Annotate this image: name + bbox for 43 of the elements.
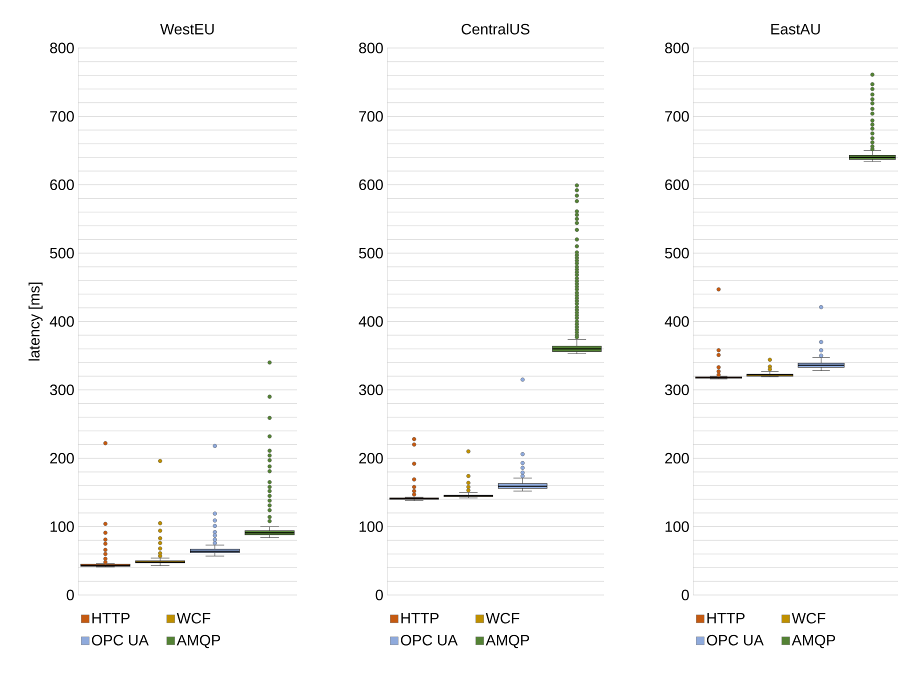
y-tick-label: 300 <box>665 384 689 396</box>
legend-label: AMQP <box>792 634 836 648</box>
legend-label: HTTP <box>707 612 745 624</box>
legend-label: WCF <box>486 612 520 624</box>
y-tick-label: 700 <box>359 111 383 122</box>
y-tick-label: 400 <box>358 316 383 327</box>
y-tick-label: 300 <box>50 384 74 396</box>
y-tick-label: 0 <box>66 590 74 600</box>
y-tick-label: 200 <box>50 452 74 464</box>
y-tick-label: 200 <box>665 452 689 464</box>
y-tick-label: 500 <box>50 248 74 258</box>
y-tick-label: 0 <box>682 590 689 600</box>
legend-label: OPC UA <box>92 634 149 646</box>
y-tick-label: 200 <box>359 452 383 464</box>
legend-label: HTTP <box>401 612 439 624</box>
legend-label: WCF <box>792 612 826 624</box>
chart-title: EastAU <box>771 24 820 34</box>
y-tick-label: 300 <box>359 384 383 396</box>
y-tick-label: 0 <box>376 590 383 600</box>
chart-title: CentralUS <box>462 23 530 34</box>
y-tick-label: 800 <box>665 42 689 54</box>
legend-label: OPC UA <box>706 634 764 646</box>
y-tick-label: 400 <box>664 316 689 327</box>
legend-label: HTTP <box>92 612 130 624</box>
legend-label: OPC UA <box>400 634 458 646</box>
chart-title: WestEU <box>160 24 214 34</box>
y-tick-label: 600 <box>50 179 74 190</box>
y-tick-label: 600 <box>665 179 689 190</box>
legend-label: WCF <box>176 612 210 624</box>
y-tick-label: 100 <box>666 521 689 532</box>
y-tick-label: 100 <box>50 521 74 532</box>
y-tick-label: 800 <box>359 42 383 54</box>
y-tick-label: 700 <box>50 111 74 122</box>
y-tick-label: 500 <box>359 248 383 258</box>
y-tick-label: 100 <box>360 521 383 532</box>
legend-label: AMQP <box>486 634 530 648</box>
y-tick-label: 600 <box>359 179 383 190</box>
y-tick-label: 400 <box>50 316 74 327</box>
y-tick-label: 500 <box>665 248 689 258</box>
y-tick-label: 800 <box>50 42 74 54</box>
y-axis-title: latency [ms] <box>28 282 43 361</box>
legend-label: AMQP <box>176 634 220 648</box>
y-tick-label: 700 <box>665 111 689 122</box>
